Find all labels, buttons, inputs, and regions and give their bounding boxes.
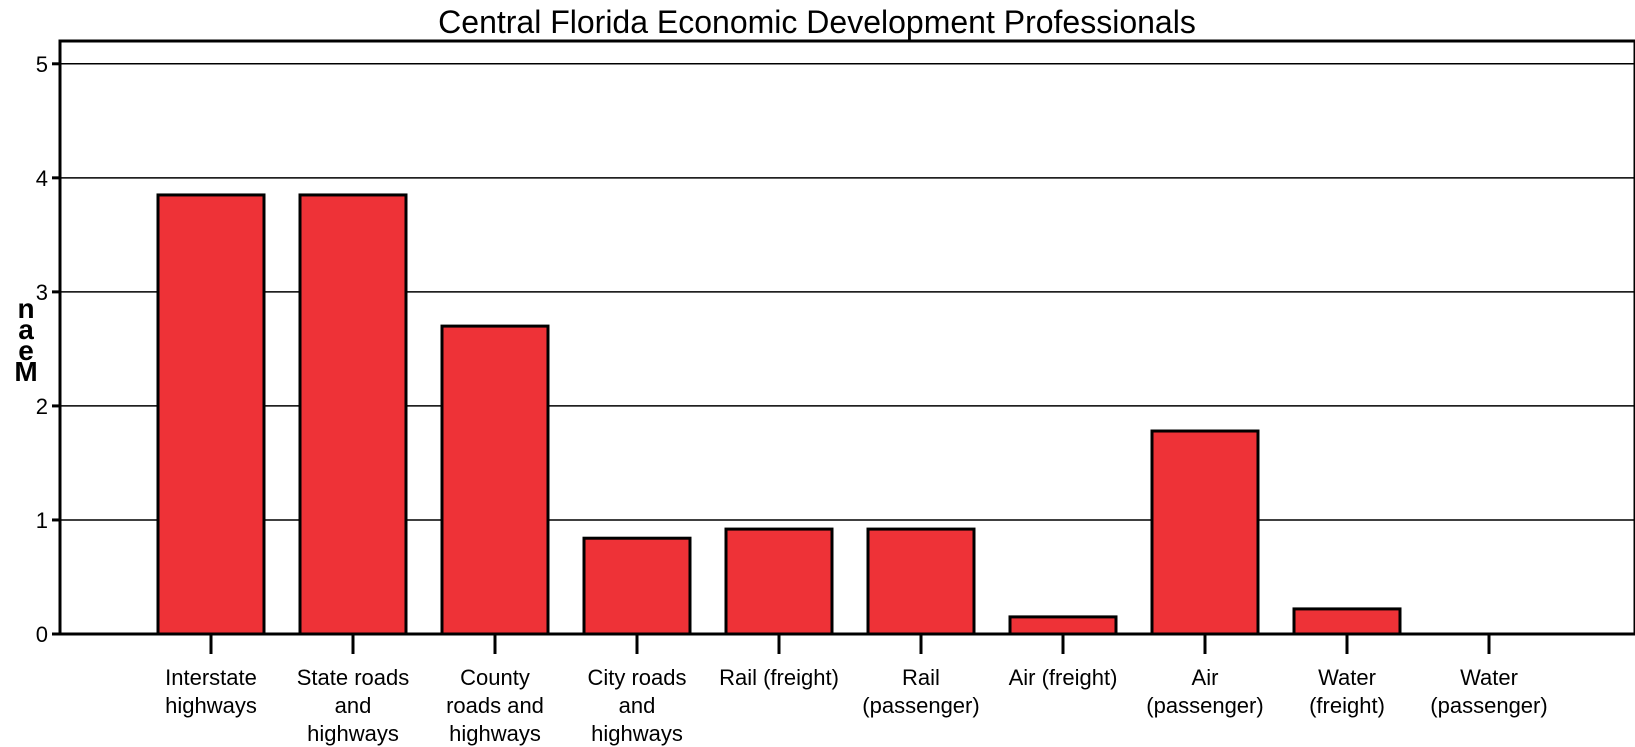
bar: [582, 536, 692, 636]
chart-title: Central Florida Economic Development Pro…: [438, 4, 1196, 40]
bar: [724, 527, 834, 636]
x-category-label-line: State roads: [297, 665, 410, 690]
x-category-label: State roads and highways: [297, 665, 410, 746]
x-category-label: Air (freight): [1009, 665, 1118, 690]
x-category-label: Rail (freight): [719, 665, 839, 690]
x-category-label-line: (freight): [1309, 693, 1385, 718]
bar: [440, 324, 550, 636]
bar: [298, 193, 408, 636]
y-axis-label-letter: n: [17, 293, 34, 324]
x-category-label: Interstate highways: [165, 665, 257, 718]
x-category-label: City roads and highways: [587, 665, 686, 746]
bar: [1292, 607, 1402, 636]
y-tick-label: 3: [36, 280, 48, 305]
x-category-label-line: City roads: [587, 665, 686, 690]
x-category-label-line: (passenger): [862, 693, 979, 718]
x-category-label-line: Rail: [902, 665, 940, 690]
y-axis-label-letter: M: [14, 356, 37, 387]
x-category-label-line: Rail (freight): [719, 665, 839, 690]
x-category-label-line: highways: [165, 693, 257, 718]
x-category-label-line: Water: [1460, 665, 1518, 690]
plot-frame: [58, 39, 1635, 636]
gridlines: [60, 63, 1635, 521]
y-axis-label-letter: e: [18, 335, 34, 366]
bar: [1008, 615, 1118, 636]
x-category-label-line: Interstate: [165, 665, 257, 690]
y-tick-label: 2: [36, 394, 48, 419]
x-category-label-line: Air (freight): [1009, 665, 1118, 690]
y-axis-label-letter: a: [18, 314, 34, 345]
x-category-label-line: highways: [307, 721, 399, 746]
bar: [156, 193, 266, 636]
x-category-label-line: (passenger): [1430, 693, 1547, 718]
x-category-label-line: Air: [1192, 665, 1219, 690]
bars: [156, 193, 1402, 636]
x-category-label-line: and: [619, 693, 656, 718]
y-tick-label: 0: [36, 622, 48, 647]
x-category-label-line: (passenger): [1146, 693, 1263, 718]
x-category-label: Air (passenger): [1146, 665, 1263, 718]
x-category-label: Water (freight): [1309, 665, 1385, 718]
x-category-label: Water (passenger): [1430, 665, 1547, 718]
x-category-label: County roads and highways: [446, 665, 544, 746]
bar: [866, 527, 976, 636]
x-category-label-line: roads and: [446, 693, 544, 718]
x-category-label: Rail (passenger): [862, 665, 979, 718]
x-axis: Interstate highways State roads and highways…: [165, 634, 1548, 746]
x-category-label-line: Water: [1318, 665, 1376, 690]
x-category-label-line: County: [460, 665, 530, 690]
y-tick-label: 1: [36, 508, 48, 533]
y-tick-label: 4: [36, 166, 48, 191]
y-tick-label: 5: [36, 52, 48, 77]
x-category-label-line: highways: [449, 721, 541, 746]
x-category-label-line: and: [335, 693, 372, 718]
bar: [1150, 429, 1260, 636]
x-category-label-line: highways: [591, 721, 683, 746]
y-axis: 0 1 2 3 4 5: [36, 52, 60, 647]
